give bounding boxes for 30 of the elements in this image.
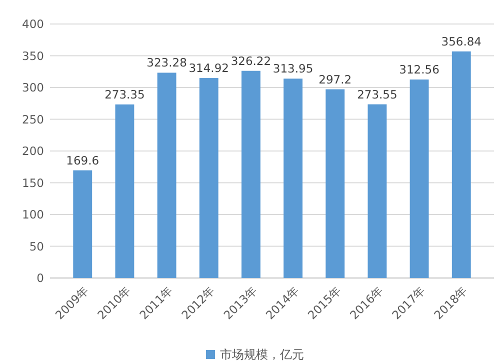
y-tick-label: 400 bbox=[22, 17, 44, 32]
bar bbox=[199, 78, 218, 278]
bar bbox=[73, 170, 92, 278]
data-label: 169.6 bbox=[66, 153, 100, 168]
y-tick-label: 300 bbox=[22, 80, 44, 95]
data-label: 297.2 bbox=[318, 72, 352, 86]
bar bbox=[241, 70, 260, 278]
bar bbox=[452, 51, 471, 278]
bar bbox=[284, 78, 303, 278]
bar bbox=[115, 104, 134, 278]
y-tick-label: 150 bbox=[22, 176, 44, 190]
data-label: 356.84 bbox=[441, 34, 482, 48]
bar bbox=[157, 72, 176, 278]
data-label: 313.95 bbox=[272, 62, 314, 76]
y-tick-label: 50 bbox=[29, 239, 44, 254]
bar bbox=[368, 104, 387, 278]
data-label: 323.28 bbox=[146, 56, 187, 70]
y-tick-label: 350 bbox=[22, 48, 44, 63]
data-label: 273.35 bbox=[104, 87, 145, 102]
y-tick-label: 100 bbox=[22, 208, 44, 222]
data-label: 314.92 bbox=[188, 61, 229, 76]
y-tick-label: 200 bbox=[22, 144, 44, 158]
legend-label: 市场规模，亿元 bbox=[220, 348, 304, 362]
data-label: 326.22 bbox=[230, 54, 272, 68]
bar bbox=[410, 80, 429, 278]
bar bbox=[326, 89, 345, 278]
y-tick-label: 250 bbox=[22, 112, 44, 126]
y-tick-label: 0 bbox=[36, 271, 44, 286]
data-label: 312.56 bbox=[399, 62, 440, 77]
data-label: 273.55 bbox=[357, 87, 398, 102]
